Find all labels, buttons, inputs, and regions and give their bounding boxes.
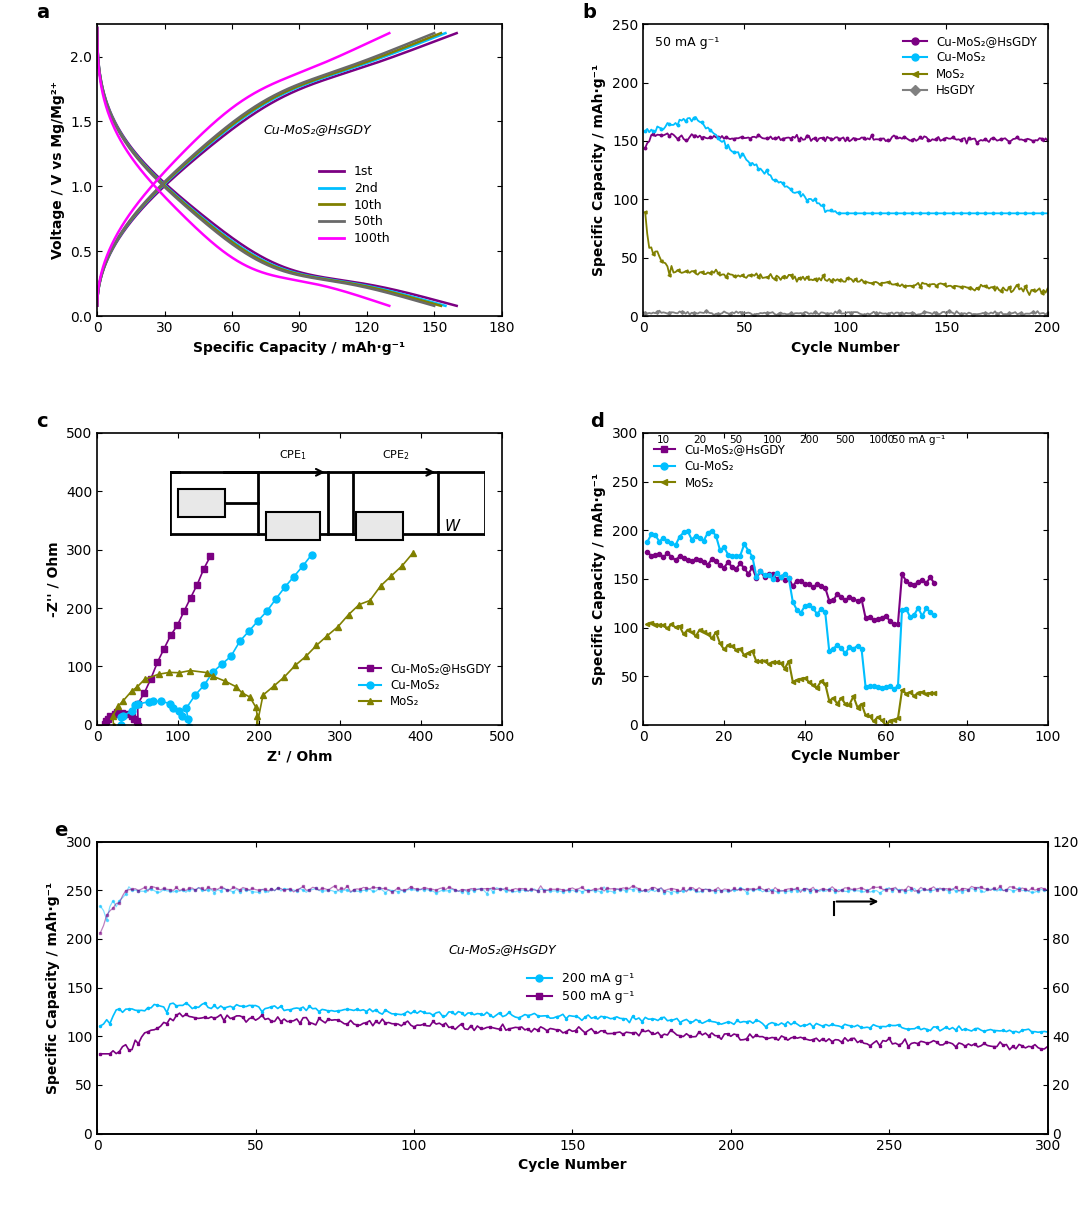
X-axis label: Specific Capacity / mAh·g⁻¹: Specific Capacity / mAh·g⁻¹ [193,340,405,355]
Text: e: e [54,821,68,839]
Y-axis label: -Z'' / Ohm: -Z'' / Ohm [46,541,60,616]
Text: 100: 100 [762,435,782,445]
Y-axis label: Voltage / V vs Mg/Mg²⁺: Voltage / V vs Mg/Mg²⁺ [51,81,65,259]
Text: 20: 20 [693,435,706,445]
Text: 50 mA g⁻¹: 50 mA g⁻¹ [656,36,719,48]
Legend: Cu-MoS₂@HsGDY, Cu-MoS₂, MoS₂: Cu-MoS₂@HsGDY, Cu-MoS₂, MoS₂ [649,439,791,494]
Text: Cu-MoS₂@HsGDY: Cu-MoS₂@HsGDY [449,943,556,955]
Legend: Cu-MoS₂@HsGDY, Cu-MoS₂, MoS₂, HsGDY: Cu-MoS₂@HsGDY, Cu-MoS₂, MoS₂, HsGDY [899,30,1042,103]
Text: 1000: 1000 [868,435,895,445]
Text: 10: 10 [657,435,670,445]
Legend: Cu-MoS₂@HsGDY, Cu-MoS₂, MoS₂: Cu-MoS₂@HsGDY, Cu-MoS₂, MoS₂ [354,657,496,713]
X-axis label: Cycle Number: Cycle Number [791,749,900,763]
Text: 50 mA g⁻¹: 50 mA g⁻¹ [892,435,945,445]
X-axis label: Z' / Ohm: Z' / Ohm [267,749,333,763]
Y-axis label: Specific Capacity / mAh·g⁻¹: Specific Capacity / mAh·g⁻¹ [46,882,60,1094]
Y-axis label: Specific Capacity / mAh·g⁻¹: Specific Capacity / mAh·g⁻¹ [593,64,606,276]
Text: a: a [37,4,50,22]
Text: d: d [591,412,605,431]
Legend: 200 mA g⁻¹, 500 mA g⁻¹: 200 mA g⁻¹, 500 mA g⁻¹ [522,967,639,1008]
X-axis label: Cycle Number: Cycle Number [791,340,900,355]
X-axis label: Cycle Number: Cycle Number [518,1158,626,1172]
Text: 200: 200 [799,435,819,445]
Text: Cu-MoS₂@HsGDY: Cu-MoS₂@HsGDY [264,123,370,136]
Text: b: b [582,4,596,22]
Text: 500: 500 [836,435,855,445]
Y-axis label: Specific Capacity / mAh·g⁻¹: Specific Capacity / mAh·g⁻¹ [593,473,606,685]
Text: 50: 50 [730,435,743,445]
Text: c: c [37,412,49,431]
Legend: 1st, 2nd, 10th, 50th, 100th: 1st, 2nd, 10th, 50th, 100th [314,160,395,250]
